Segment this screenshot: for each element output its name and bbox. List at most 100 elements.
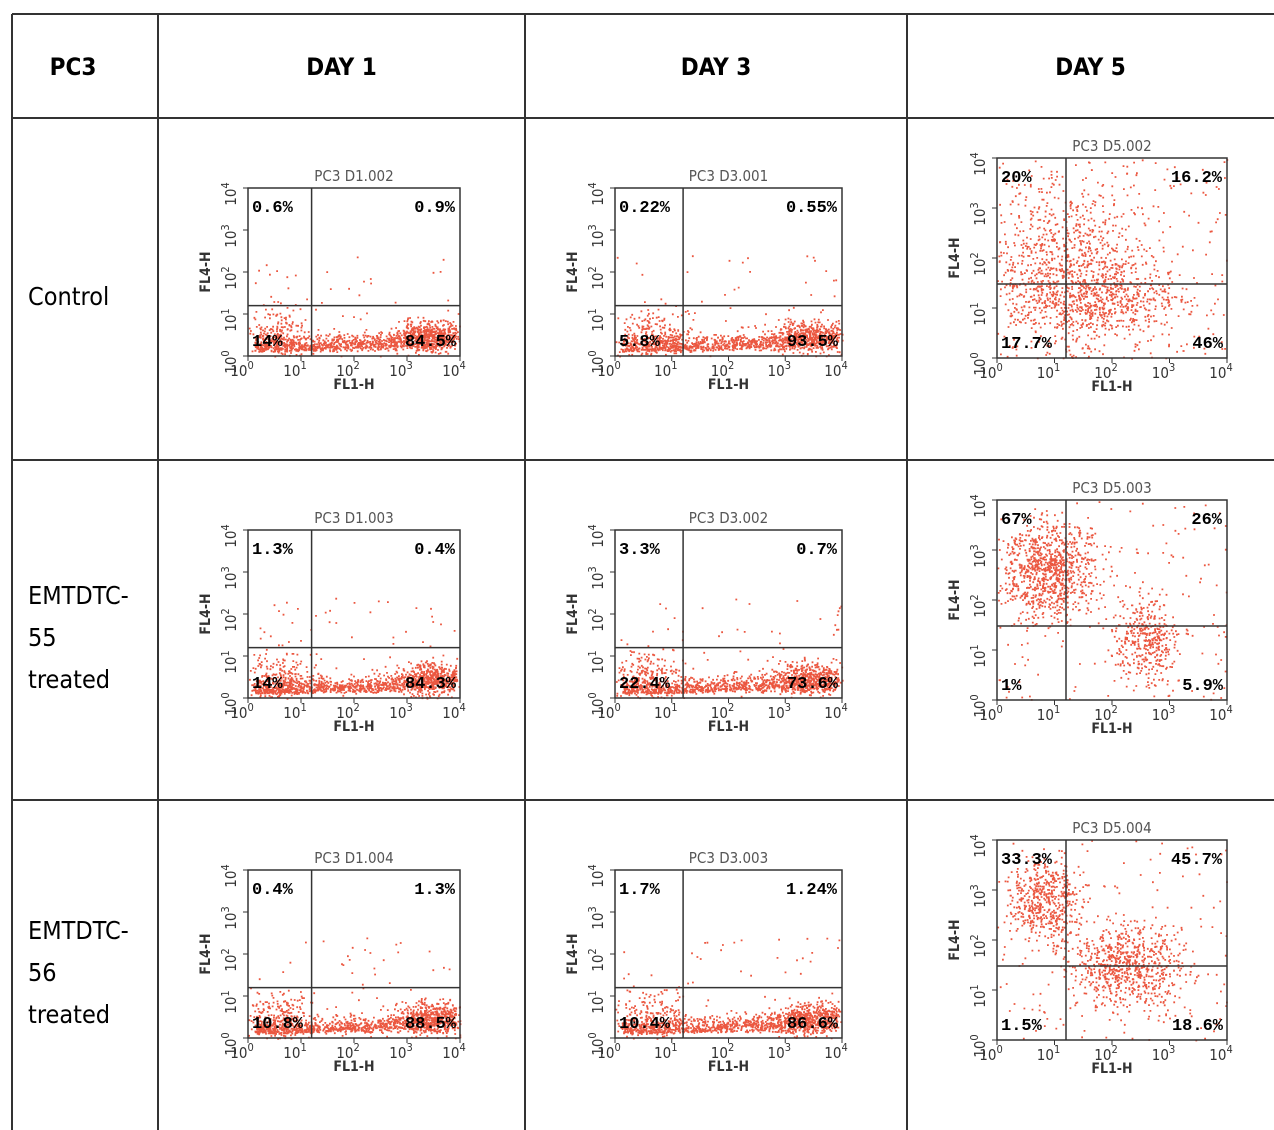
quadrant-percent: 1%	[1001, 677, 1022, 696]
x-tick-label: 102	[336, 1041, 359, 1062]
y-tick-label: 103	[219, 566, 240, 589]
quadrant-percent: 67%	[1001, 511, 1032, 530]
quadrant-percent: 10.8%	[252, 1015, 304, 1034]
scatter-dots	[248, 937, 462, 1040]
y-tick-label: 100	[968, 352, 989, 375]
quadrant-percent: 1.5%	[1001, 1017, 1043, 1036]
tick-base: 10	[971, 701, 989, 718]
y-tick-label: 103	[968, 202, 989, 225]
tick-exponent: 1	[968, 644, 981, 650]
tick-exponent: 1	[968, 984, 981, 990]
tick-exponent: 1	[219, 990, 232, 996]
quadrant-percent: 0.7%	[796, 541, 838, 560]
y-tick-label: 103	[586, 566, 607, 589]
x-tick-label: 100	[230, 1041, 253, 1062]
tick-base: 10	[971, 651, 989, 668]
y-tick-label: 102	[968, 934, 989, 957]
tick-exponent: 3	[219, 566, 232, 572]
tick-base: 10	[971, 991, 989, 1008]
tick-exponent: 1	[1054, 703, 1060, 716]
scatter-dots	[997, 159, 1229, 360]
x-tick-label: 102	[1094, 361, 1117, 382]
tick-exponent: 1	[300, 359, 306, 372]
row-label: EMTDTC-	[28, 916, 129, 945]
tick-base: 10	[222, 573, 240, 590]
tick-exponent: 3	[785, 1041, 791, 1054]
tick-exponent: 4	[586, 864, 599, 870]
quadrant-percent: 88.5%	[405, 1015, 457, 1034]
x-tick-label: 104	[442, 1041, 465, 1062]
tick-exponent: 2	[1111, 703, 1117, 716]
x-tick-label: 104	[442, 701, 465, 722]
quadrant-percent: 18.6%	[1172, 1017, 1224, 1036]
y-tick-label: 101	[968, 302, 989, 325]
quadrant-percent: 1.24%	[786, 881, 838, 900]
quadrant-percent: 5.9%	[1182, 677, 1224, 696]
plot-title: PC3 D3.003	[689, 849, 768, 867]
x-axis-label: FL1-H	[708, 719, 749, 735]
tick-exponent: 2	[219, 608, 232, 614]
tick-base: 10	[222, 871, 240, 888]
tick-base: 10	[222, 1039, 240, 1056]
x-tick-label: 101	[654, 1041, 677, 1062]
tick-exponent: 0	[968, 1034, 981, 1040]
quadrant-percent: 5.8%	[619, 333, 661, 352]
x-axis-label: FL1-H	[1091, 379, 1132, 395]
plot-title: PC3 D5.002	[1072, 137, 1151, 155]
tick-base: 10	[283, 704, 300, 722]
tick-exponent: 4	[841, 359, 847, 372]
tick-base: 10	[971, 1041, 989, 1058]
tick-base: 10	[589, 531, 607, 548]
row-label: EMTDTC-	[28, 581, 129, 610]
tick-exponent: 2	[219, 266, 232, 272]
y-tick-label: 103	[968, 884, 989, 907]
scatter-dots	[997, 840, 1228, 1042]
tick-base: 10	[222, 955, 240, 972]
tick-base: 10	[336, 704, 353, 722]
x-axis-label: FL1-H	[333, 1059, 374, 1075]
tick-base: 10	[654, 1044, 671, 1062]
column-header: DAY 1	[306, 53, 377, 81]
tick-base: 10	[971, 309, 989, 326]
scatter-dots	[248, 256, 461, 358]
tick-exponent: 2	[1111, 1043, 1117, 1056]
column-header: DAY 3	[681, 53, 752, 81]
scatter-dots	[249, 597, 461, 700]
quadrant-percent: 0.9%	[414, 199, 456, 218]
quadrant-percent: 33.3%	[1001, 851, 1053, 870]
plot-title: PC3 D1.002	[314, 167, 393, 185]
tick-base: 10	[711, 704, 728, 722]
tick-exponent: 2	[353, 701, 359, 714]
y-tick-label: 100	[219, 350, 240, 373]
tick-base: 10	[589, 231, 607, 248]
tick-base: 10	[971, 841, 989, 858]
tick-exponent: 0	[968, 352, 981, 358]
tick-exponent: 0	[586, 692, 599, 698]
tick-base: 10	[442, 1044, 459, 1062]
column-header: DAY 5	[1055, 53, 1126, 81]
tick-exponent: 4	[219, 864, 232, 870]
tick-exponent: 1	[300, 1041, 306, 1054]
tick-base: 10	[654, 362, 671, 380]
tick-base: 10	[768, 704, 785, 722]
tick-base: 10	[589, 189, 607, 206]
tick-exponent: 1	[586, 650, 599, 656]
tick-base: 10	[1152, 1046, 1169, 1064]
y-axis-label: FL4-H	[198, 251, 214, 292]
tick-exponent: 2	[1111, 361, 1117, 374]
quadrant-percent: 73.6%	[787, 675, 839, 694]
y-tick-label: 104	[219, 524, 240, 547]
plot-title: PC3 D5.003	[1072, 479, 1151, 497]
y-tick-label: 103	[968, 544, 989, 567]
tick-exponent: 1	[968, 302, 981, 308]
y-tick-label: 101	[968, 644, 989, 667]
tick-exponent: 0	[996, 361, 1002, 374]
tick-exponent: 4	[459, 1041, 465, 1054]
tick-exponent: 0	[614, 1041, 620, 1054]
x-tick-label: 104	[824, 359, 847, 380]
tick-exponent: 2	[728, 701, 734, 714]
tick-base: 10	[222, 189, 240, 206]
y-tick-label: 100	[586, 1032, 607, 1055]
y-tick-label: 104	[968, 494, 989, 517]
